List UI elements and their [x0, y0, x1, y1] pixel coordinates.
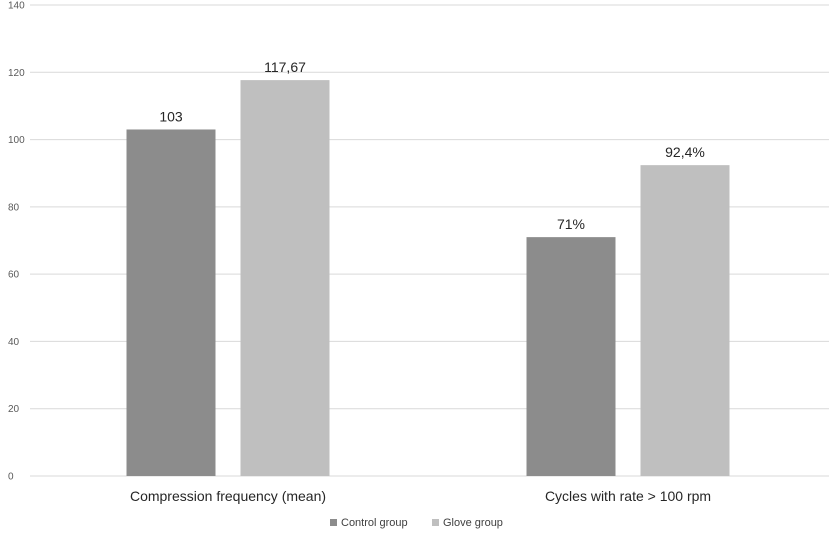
bar-control-group-0 [126, 129, 216, 476]
legend-label: Glove group [443, 517, 503, 529]
bar-glove-group-1 [640, 165, 730, 476]
x-category-label: Compression frequency (mean) [130, 488, 326, 504]
y-tick-label: 140 [8, 1, 25, 12]
y-tick-label: 20 [8, 404, 20, 415]
bar-glove-group-0 [240, 80, 330, 476]
data-labels: 103 117,67 71% 92,4% [159, 59, 705, 232]
x-category-label: Cycles with rate > 100 rpm [545, 488, 711, 504]
data-label: 92,4% [665, 144, 705, 160]
legend-label: Control group [341, 517, 408, 529]
bars [126, 80, 730, 476]
x-axis-categories: Compression frequency (mean) Cycles with … [130, 488, 711, 504]
data-label: 103 [159, 108, 183, 124]
data-label: 71% [557, 216, 585, 232]
y-tick-label: 80 [8, 202, 20, 213]
legend: Control group Glove group [330, 517, 503, 529]
y-tick-label: 60 [8, 270, 20, 281]
legend-swatch [330, 519, 337, 526]
data-label: 117,67 [264, 59, 306, 75]
y-tick-label: 120 [8, 68, 25, 79]
bar-control-group-1 [526, 237, 616, 476]
y-axis-ticks: 0 20 40 60 80 100 120 140 [8, 1, 25, 483]
y-tick-label: 40 [8, 337, 20, 348]
y-tick-label: 0 [8, 472, 14, 483]
y-tick-label: 100 [8, 135, 25, 146]
legend-swatch [432, 519, 439, 526]
